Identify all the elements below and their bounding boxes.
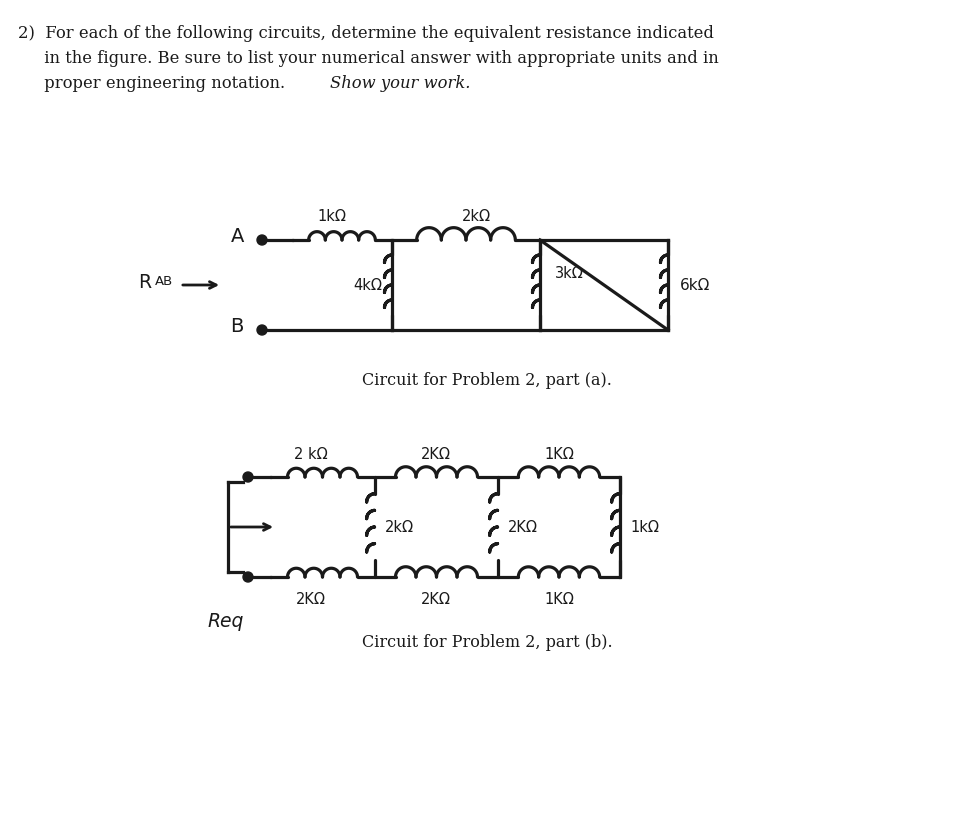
Circle shape: [257, 325, 267, 335]
Text: B: B: [231, 318, 244, 336]
Text: 2KΩ: 2KΩ: [296, 592, 326, 607]
Text: A: A: [231, 227, 244, 246]
Text: 4kΩ: 4kΩ: [353, 278, 382, 293]
Text: 2KΩ: 2KΩ: [421, 592, 450, 607]
Text: 2kΩ: 2kΩ: [461, 209, 490, 224]
Text: 1kΩ: 1kΩ: [630, 519, 659, 534]
Circle shape: [257, 235, 267, 245]
Text: proper engineering notation.: proper engineering notation.: [18, 75, 291, 92]
Text: AB: AB: [155, 275, 174, 288]
Text: Circuit for Problem 2, part (b).: Circuit for Problem 2, part (b).: [362, 634, 612, 651]
Text: Circuit for Problem 2, part (a).: Circuit for Problem 2, part (a).: [362, 372, 612, 389]
Circle shape: [243, 572, 253, 582]
Circle shape: [243, 472, 253, 482]
Text: Req: Req: [208, 612, 245, 631]
Text: 2kΩ: 2kΩ: [385, 519, 414, 534]
Text: R: R: [138, 274, 151, 293]
Text: 2)  For each of the following circuits, determine the equivalent resistance indi: 2) For each of the following circuits, d…: [18, 25, 714, 42]
Text: in the figure. Be sure to list your numerical answer with appropriate units and : in the figure. Be sure to list your nume…: [18, 50, 719, 67]
Text: 2 kΩ: 2 kΩ: [294, 447, 328, 462]
Text: 1KΩ: 1KΩ: [544, 447, 574, 462]
Text: 2KΩ: 2KΩ: [508, 519, 538, 534]
Text: 1kΩ: 1kΩ: [318, 209, 346, 224]
Text: 6kΩ: 6kΩ: [680, 278, 711, 293]
Text: 3kΩ: 3kΩ: [555, 265, 584, 280]
Text: Show your work.: Show your work.: [330, 75, 471, 92]
Text: 2KΩ: 2KΩ: [421, 447, 450, 462]
Text: 1KΩ: 1KΩ: [544, 592, 574, 607]
